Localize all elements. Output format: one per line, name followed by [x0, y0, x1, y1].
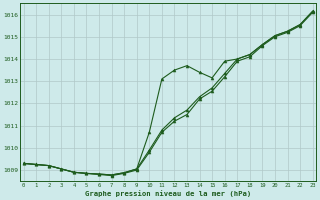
- X-axis label: Graphe pression niveau de la mer (hPa): Graphe pression niveau de la mer (hPa): [85, 190, 251, 197]
